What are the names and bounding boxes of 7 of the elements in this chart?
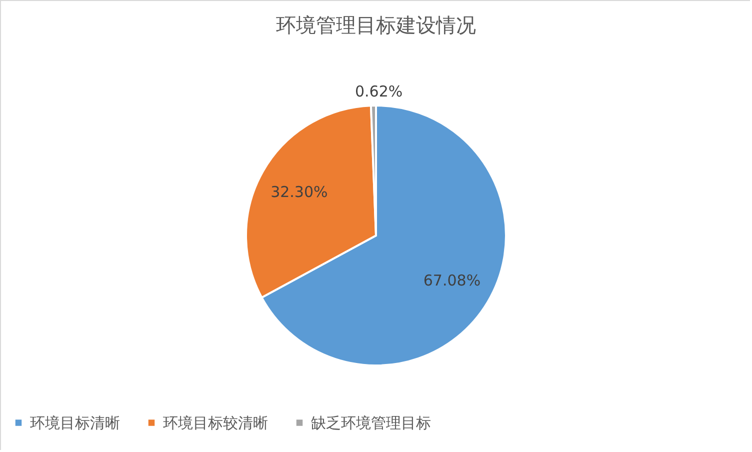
data-label: 67.08% [423, 272, 481, 290]
legend-label: 缺乏环境管理目标 [311, 414, 431, 432]
data-label: 0.62% [354, 82, 403, 101]
data-label: 32.30% [270, 182, 328, 201]
legend-label: 环境目标较清晰 [163, 414, 268, 432]
legend-label: 环境目标清晰 [30, 414, 120, 432]
chart-title: 环境管理目标建设情况 [276, 13, 476, 37]
